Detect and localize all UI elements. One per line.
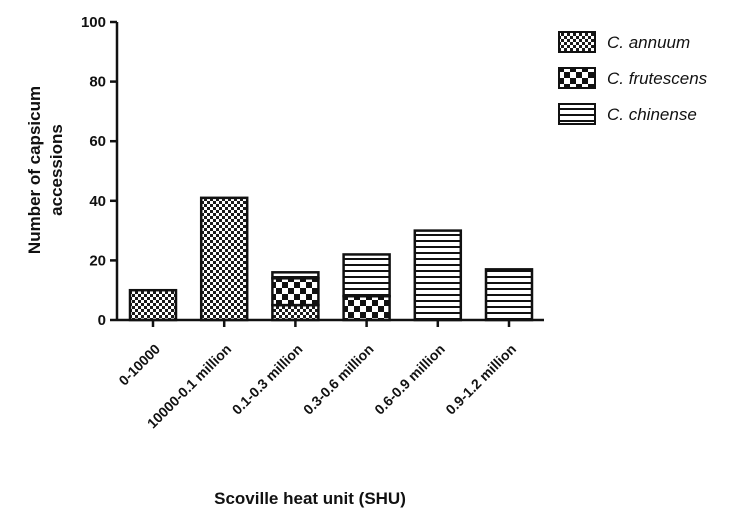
bar-segment bbox=[271, 271, 320, 280]
x-category-label: 0-10000 bbox=[115, 341, 163, 389]
bar-segment bbox=[271, 303, 320, 322]
y-axis-title-line-1: Number of capsicum bbox=[25, 86, 44, 254]
legend-swatch bbox=[558, 31, 596, 53]
y-tick-label: 60 bbox=[89, 133, 106, 150]
x-category-label: 0.6-0.9 million bbox=[371, 341, 448, 418]
bar-segment bbox=[271, 277, 320, 307]
legend-swatch bbox=[558, 67, 596, 89]
x-axis-title: Scoville heat unit (SHU) bbox=[214, 489, 406, 508]
y-tick-label: 80 bbox=[89, 74, 106, 91]
legend-swatch bbox=[558, 103, 596, 125]
x-category-label: 0.3-0.6 million bbox=[300, 341, 377, 418]
legend-label: C. annuum bbox=[607, 33, 690, 52]
bar-segment bbox=[128, 288, 178, 322]
y-axis-title-line-2: accessions bbox=[47, 124, 66, 216]
bar-segment bbox=[342, 253, 391, 298]
bar-segment bbox=[484, 268, 534, 322]
legend: C. annuum C. frutescens C. chinense bbox=[558, 31, 708, 125]
bar-segment bbox=[342, 294, 391, 322]
legend-label: C. chinense bbox=[607, 105, 697, 124]
bar-segment bbox=[199, 196, 249, 322]
y-tick-label: 40 bbox=[89, 193, 106, 210]
x-category-label: 0.1-0.3 million bbox=[229, 341, 306, 418]
legend-label: C. frutescens bbox=[607, 69, 708, 88]
y-tick-label: 0 bbox=[98, 312, 106, 329]
bars-layer bbox=[128, 196, 534, 322]
x-category-label: 0.9-1.2 million bbox=[442, 341, 519, 418]
y-tick-label: 100 bbox=[81, 14, 106, 31]
bar-segment bbox=[413, 229, 463, 322]
y-tick-label: 20 bbox=[89, 252, 106, 269]
